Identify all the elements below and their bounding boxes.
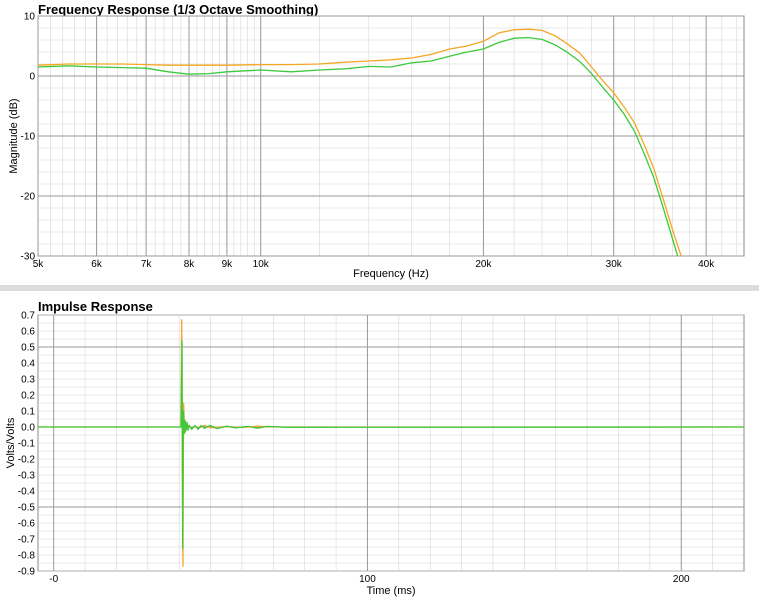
y-tick-label: -0.3 <box>18 471 36 482</box>
y-tick-label: 0.4 <box>21 359 35 370</box>
y-tick-label: 10 <box>24 12 36 23</box>
x-tick-label: 200 <box>673 574 690 585</box>
x-tick-label: 6k <box>91 259 103 270</box>
y-tick-label: 0.1 <box>21 407 35 418</box>
y-tick-label: 0 <box>29 72 35 83</box>
y-tick-label: 0.0 <box>21 423 35 434</box>
y-tick-label: 0.3 <box>21 375 35 386</box>
x-tick-label: 100 <box>359 574 376 585</box>
y-tick-label: -0.4 <box>18 487 36 498</box>
series-line-green <box>37 36 679 257</box>
frequency-x-ticks: 5k 6k 7k 8k 9k 10k 20k 30k 40k <box>33 259 715 270</box>
x-tick-label: 7k <box>141 259 153 270</box>
x-tick-label: 8k <box>184 259 196 270</box>
y-tick-label: -0.9 <box>18 567 36 578</box>
frequency-response-chart: Frequency Response (1/3 Octave Smoothing… <box>8 2 745 280</box>
y-tick-label: -30 <box>21 252 36 263</box>
impulse-x-ticks: -0 100 200 <box>49 574 690 585</box>
y-tick-label: -0.1 <box>18 439 36 450</box>
x-tick-label: 5k <box>33 259 45 270</box>
x-tick-label: 20k <box>475 259 492 270</box>
y-tick-label: -0.2 <box>18 455 36 466</box>
impulse-x-axis-label: Time (ms) <box>366 585 415 597</box>
y-tick-label: 0.2 <box>21 391 35 402</box>
frequency-grid <box>37 15 744 257</box>
impulse-response-chart: Impulse Response -0 100 200 0.70.60.50.40.… <box>5 299 745 597</box>
series-line-green <box>38 339 745 550</box>
x-tick-label: -0 <box>49 574 58 585</box>
y-tick-label: -0.5 <box>18 503 36 514</box>
y-tick-label: 0.5 <box>21 343 35 354</box>
impulse-y-ticks: 0.7 0.6 0.5 0.4 0.3 0.2 0.1 0.0 -0.1 -0.2 -0.3 -0.4… <box>18 311 36 578</box>
y-tick-label: -0.8 <box>18 551 36 562</box>
frequency-y-ticks: 10 0 -10 -20 -30 <box>21 12 36 263</box>
frequency-x-axis-label: Frequency (Hz) <box>353 268 429 280</box>
x-tick-label: 9k <box>222 259 234 270</box>
impulse-y-axis-label: Volts/Volts <box>5 417 17 468</box>
impulse-response-title: Impulse Response <box>38 299 153 314</box>
y-tick-label: 0.7 <box>21 311 35 322</box>
y-tick-label: 0.6 <box>21 327 35 338</box>
x-tick-label: 40k <box>698 259 715 270</box>
frequency-series-group <box>37 28 682 257</box>
frequency-response-title: Frequency Response (1/3 Octave Smoothing… <box>38 2 318 17</box>
x-tick-label: 30k <box>606 259 623 270</box>
impulse-series-group <box>38 319 745 567</box>
y-tick-label: -10 <box>21 132 36 143</box>
y-tick-label: -0.7 <box>18 535 36 546</box>
impulse-grid <box>38 314 744 572</box>
y-tick-label: -20 <box>21 192 36 203</box>
frequency-y-axis-label: Magnitude (dB) <box>8 98 20 173</box>
y-tick-label: -0.6 <box>18 519 36 530</box>
panel-divider <box>0 285 759 291</box>
x-tick-label: 10k <box>253 259 270 270</box>
series-line-orange <box>37 28 682 257</box>
